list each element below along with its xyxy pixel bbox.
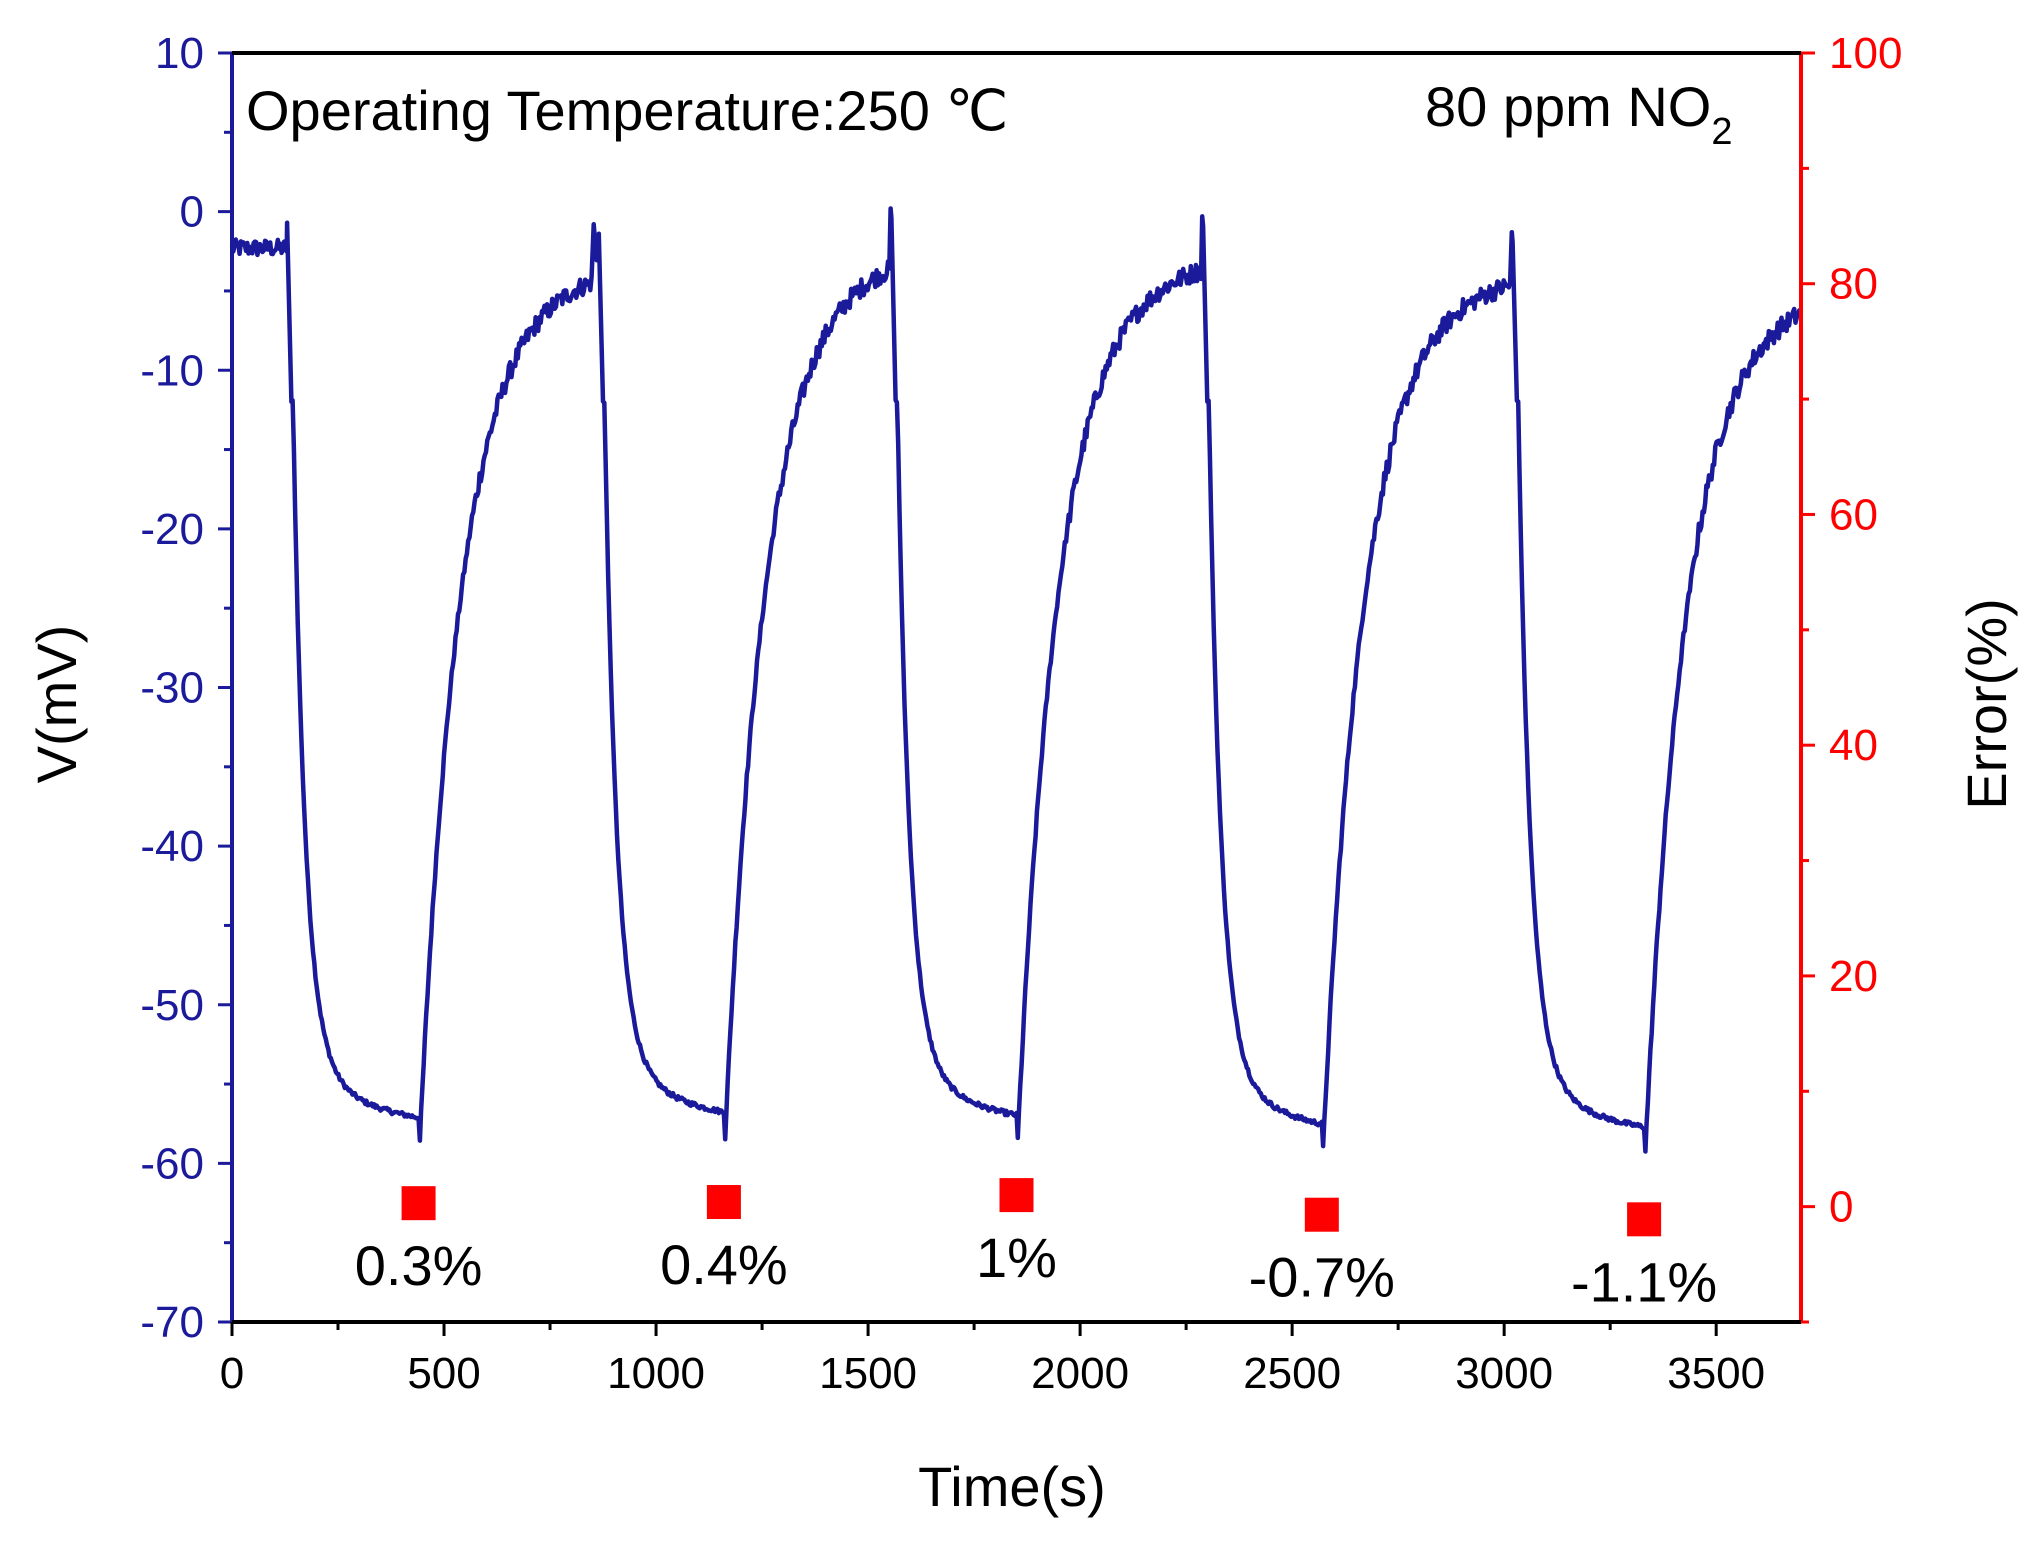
y-tick-label: -30 (140, 664, 204, 713)
y2-tick-label: 80 (1829, 260, 1878, 309)
y-tick-label: -60 (140, 1139, 204, 1188)
y2-tick-label: 40 (1829, 721, 1878, 770)
y-tick-label: -70 (140, 1298, 204, 1347)
gas-annotation-main: 80 ppm NO (1425, 75, 1711, 138)
y-tick-label: -50 (140, 981, 204, 1030)
y-axis-title: V(mV) (25, 625, 88, 784)
gas-annotation: 80 ppm NO2 (1425, 75, 1732, 153)
x-axis-title: Time(s) (918, 1455, 1106, 1518)
temperature-annotation: Operating Temperature:250 ℃ (246, 79, 1008, 142)
error-marker (1627, 1202, 1662, 1237)
error-marker (706, 1185, 741, 1220)
x-tick-label: 3500 (1667, 1349, 1765, 1398)
x-tick-label: 500 (407, 1349, 480, 1398)
y-tick-label: 10 (155, 29, 204, 78)
y2-tick-label: 20 (1829, 952, 1878, 1001)
error-label: 0.3% (355, 1234, 483, 1297)
error-label: -1.1% (1571, 1250, 1717, 1313)
error-label: 0.4% (660, 1233, 788, 1296)
gas-annotation-subscript: 2 (1711, 111, 1732, 153)
x-tick-label: 2000 (1031, 1349, 1129, 1398)
error-label: 1% (976, 1226, 1057, 1289)
error-marker (999, 1178, 1034, 1213)
y-tick-label: -10 (140, 346, 204, 395)
y-tick-label: -20 (140, 505, 204, 554)
error-label: -0.7% (1249, 1246, 1395, 1309)
y2-tick-label: 100 (1829, 29, 1902, 78)
x-tick-label: 0 (220, 1349, 244, 1398)
y-tick-label: -40 (140, 822, 204, 871)
x-tick-label: 1500 (819, 1349, 917, 1398)
y2-tick-label: 60 (1829, 490, 1878, 539)
x-tick-label: 3000 (1455, 1349, 1553, 1398)
y2-axis-title: Error(%) (1955, 598, 2018, 810)
error-marker (1304, 1197, 1339, 1232)
y-tick-label: 0 (180, 188, 204, 237)
x-tick-label: 1000 (607, 1349, 705, 1398)
y2-tick-label: 0 (1829, 1183, 1853, 1232)
error-marker (401, 1186, 436, 1221)
error-series: 0.3% 0.4% 1% -0.7% -1.1% (355, 1178, 1717, 1313)
x-tick-label: 2500 (1243, 1349, 1341, 1398)
voltage-line (229, 206, 1803, 1154)
